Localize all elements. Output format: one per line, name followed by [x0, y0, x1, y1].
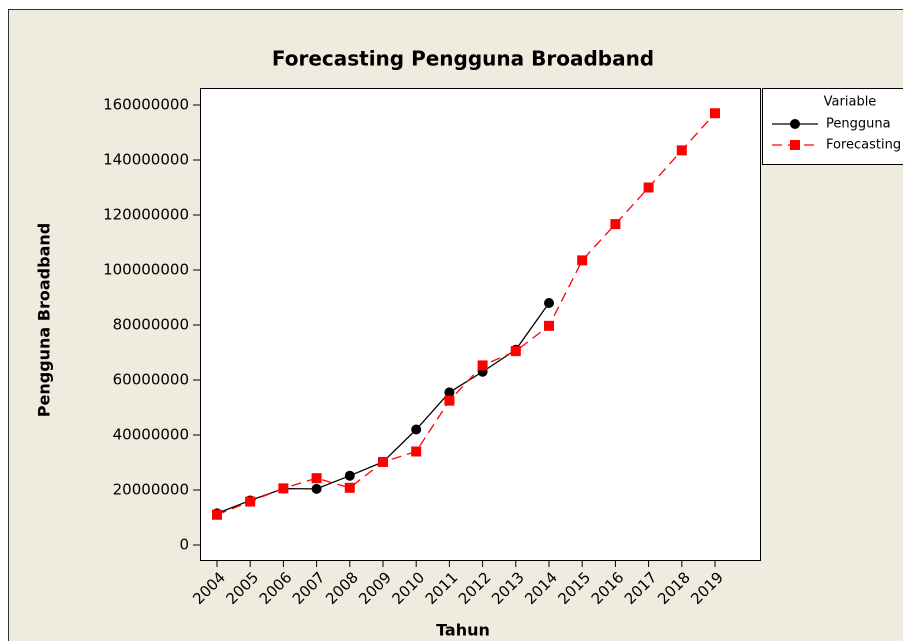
series-line: [216, 112, 716, 516]
y-tick-label: 20000000: [113, 481, 189, 499]
point: [278, 483, 289, 494]
point: [544, 298, 554, 308]
point: [510, 346, 521, 357]
y-axis-label: Pengguna Broadband: [35, 223, 54, 417]
point: [477, 360, 488, 371]
x-axis-label: Tahun: [436, 621, 490, 640]
point: [444, 387, 455, 398]
point: [311, 483, 322, 494]
y-tick-label: 160000000: [103, 96, 189, 114]
y-tick-label: 60000000: [113, 371, 189, 389]
y-tick-label: 0: [179, 536, 189, 554]
point: [212, 509, 222, 520]
point: [245, 496, 256, 507]
y-tick-label: 80000000: [113, 316, 189, 334]
point: [344, 482, 355, 493]
point: [544, 320, 554, 331]
legend-label: Forecasting: [826, 138, 901, 153]
point: [643, 182, 654, 193]
y-tick-label: 140000000: [103, 151, 189, 169]
point: [444, 395, 455, 406]
y-tick-label: 100000000: [103, 261, 189, 279]
legend-marker: [790, 140, 800, 150]
y-tick-label: 40000000: [113, 426, 189, 444]
point: [344, 470, 355, 481]
y-tick-label: 120000000: [103, 206, 189, 224]
point: [378, 456, 388, 467]
chart-title: Forecasting Pengguna Broadband: [272, 47, 654, 71]
legend-label: Pengguna: [826, 117, 891, 132]
point: [676, 145, 687, 156]
point: [311, 473, 322, 484]
plot-area: [200, 88, 761, 561]
legend-title: Variable: [824, 95, 877, 110]
point: [610, 219, 621, 230]
point: [411, 446, 422, 457]
legend-marker: [790, 119, 800, 129]
legend-box: [762, 88, 903, 165]
point: [577, 255, 588, 266]
point: [710, 108, 720, 119]
point: [411, 424, 422, 435]
